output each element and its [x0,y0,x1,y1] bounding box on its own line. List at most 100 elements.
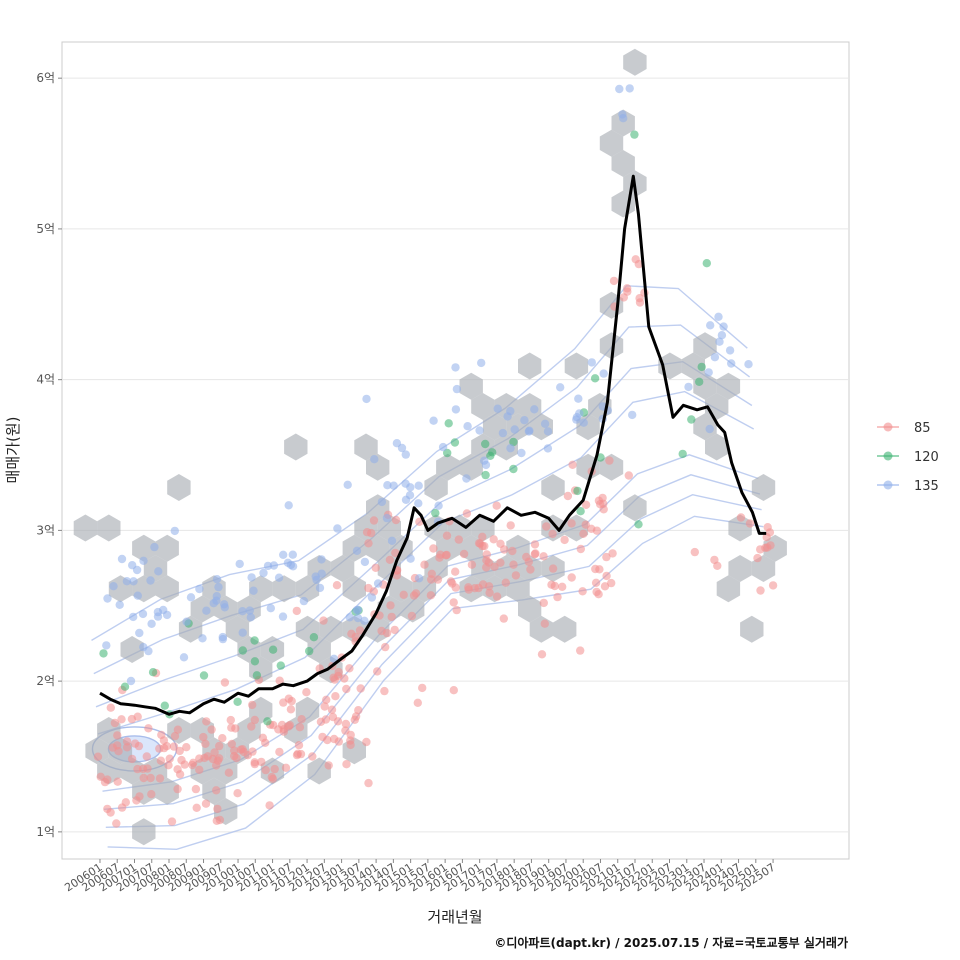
point-85 [509,560,518,569]
point-85 [170,731,180,741]
point-135 [278,612,288,621]
point-135 [714,312,723,321]
hex-bin [541,514,565,542]
point-85 [576,544,585,554]
y-axis-ticks: 1억 2억 3억 4억 5억 6억 [36,71,62,839]
point-85 [275,747,284,757]
point-85 [411,589,421,598]
point-85 [631,255,640,264]
point-85 [496,558,505,567]
point-85 [387,612,396,622]
point-120 [444,419,453,428]
point-85 [377,626,386,636]
point-120 [233,697,242,706]
point-85 [381,642,390,652]
point-85 [736,513,746,522]
point-85 [292,606,301,616]
point-135 [266,604,275,613]
point-135 [315,583,325,593]
point-135 [249,586,258,595]
point-85 [436,550,445,559]
point-135 [274,573,284,582]
point-120 [450,438,460,447]
y-tick-label: 3억 [36,523,55,537]
hex-bin [564,352,589,380]
point-85 [215,741,224,751]
point-85 [364,778,373,788]
point-85 [567,519,576,528]
point-120 [160,701,169,710]
hex-bin [518,595,542,623]
point-85 [258,733,268,742]
point-120 [488,448,497,457]
point-85 [226,715,235,725]
hex-bin [623,494,647,522]
point-85 [284,694,293,703]
point-135 [705,424,714,434]
point-135 [377,497,387,507]
point-135 [524,427,534,436]
point-135 [117,554,127,564]
point-85 [710,555,719,565]
point-85 [342,684,351,694]
point-85 [385,555,395,564]
point-85 [607,578,616,588]
point-135 [556,383,565,392]
point-85 [134,741,144,751]
point-85 [173,725,183,734]
point-120 [250,636,259,645]
point-120 [697,362,706,372]
point-85 [508,546,517,556]
hex-bin [447,514,472,542]
point-135 [373,579,383,588]
point-135 [406,483,415,492]
point-135 [186,593,196,602]
point-85 [334,667,343,677]
point-85 [195,754,204,763]
point-135 [139,642,148,652]
point-85 [579,529,588,538]
point-120 [309,633,319,642]
point-120 [678,449,687,459]
point-135 [133,591,142,600]
point-135 [214,582,223,592]
hex-bin [459,372,483,400]
y-tick-label: 2억 [36,674,55,688]
point-85 [524,557,533,566]
point-85 [429,544,438,553]
point-85 [207,725,216,734]
point-85 [418,683,427,693]
point-85 [492,592,502,601]
hex-bin [424,474,448,501]
point-120 [634,520,643,529]
point-135 [126,676,136,686]
point-85 [139,773,148,783]
point-120 [443,448,452,458]
point-85 [329,673,338,682]
point-85 [248,747,257,756]
contour-line [95,360,753,708]
hex-bin [120,636,144,663]
point-120 [630,130,639,139]
point-85 [112,819,121,828]
point-85 [173,784,182,794]
point-135 [220,603,229,612]
point-85 [449,686,458,695]
hex-bin [728,514,752,542]
point-135 [530,405,539,414]
point-85 [257,757,266,767]
point-135 [579,418,588,427]
point-135 [195,584,204,594]
point-85 [501,578,510,587]
point-135 [269,561,279,570]
point-135 [135,628,144,638]
point-85 [342,760,351,769]
hex-bin [73,514,98,542]
point-135 [725,346,735,355]
point-85 [155,774,165,783]
point-85 [452,605,461,615]
point-135 [540,419,550,428]
point-135 [122,577,132,586]
trend-line [99,174,767,716]
point-85 [250,715,259,725]
